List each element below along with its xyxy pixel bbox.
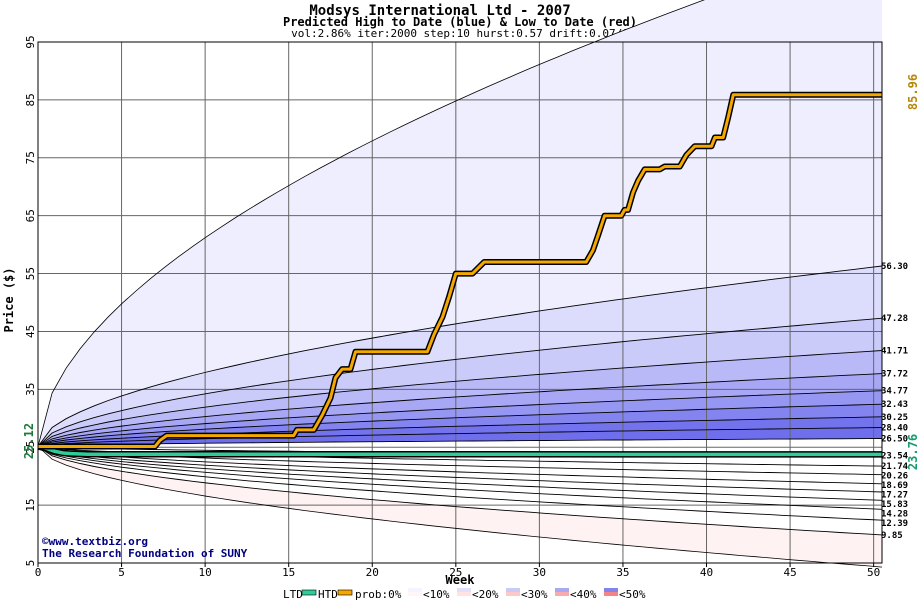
y-tick-15: 15 — [24, 498, 37, 511]
envelope-high-line — [37, 0, 705, 447]
envelope-low-line — [37, 446, 883, 568]
legend-swatch-red-2 — [506, 592, 520, 596]
percentile-line-17 — [37, 446, 883, 536]
legend: LTD HTD prob:0% <10% <20% <30% <40% <50% — [283, 588, 646, 600]
credit-line-1: ©www.textbiz.org — [42, 535, 148, 548]
start-price-label: 25.12 — [22, 423, 36, 459]
legend-swatch-blue-1 — [457, 588, 471, 592]
percentile-label-10: 21.74 — [881, 462, 909, 472]
percentile-line-3 — [37, 373, 883, 447]
percentile-label-3: 37.72 — [881, 370, 908, 380]
legend-item-1: <20% — [472, 588, 499, 600]
percentile-label-9: 23.54 — [881, 452, 909, 462]
ltd-final-label: 23.76 — [906, 434, 920, 470]
x-tick-15: 15 — [282, 566, 295, 579]
x-tick-30: 30 — [533, 566, 546, 579]
percentile-label-1: 47.28 — [881, 314, 908, 324]
legend-item-2: <30% — [521, 588, 548, 600]
percentile-line-0 — [37, 265, 883, 447]
x-tick-5: 5 — [118, 566, 125, 579]
htd-final-label: 85.96 — [906, 74, 920, 110]
legend-swatch-red-4 — [604, 592, 618, 596]
legend-prob-label: prob:0% — [355, 588, 402, 600]
percentile-labels: 56.30 47.28 41.71 37.72 34.77 32.43 30.2528.40… — [881, 262, 909, 541]
y-tick-75: 75 — [24, 151, 37, 164]
y-tick-55: 55 — [24, 267, 37, 280]
percentile-label-17: 9.85 — [881, 531, 903, 541]
percentile-lines — [37, 0, 883, 568]
legend-swatch-blue-0 — [408, 588, 422, 592]
plot-frame — [37, 41, 883, 564]
legend-ltd-swatch — [301, 589, 317, 596]
y-axis-label: Price ($) — [2, 267, 16, 332]
x-tick-45: 45 — [783, 566, 796, 579]
percentile-label-7: 28.40 — [881, 424, 908, 434]
percentile-label-12: 18.69 — [881, 481, 908, 491]
x-tick-50: 50 — [867, 566, 880, 579]
chart-subtitle: Predicted High to Date (blue) & Low to D… — [283, 15, 637, 29]
percentile-label-14: 15.83 — [881, 500, 908, 510]
x-tick-40: 40 — [700, 566, 713, 579]
percentile-label-15: 14.28 — [881, 510, 908, 520]
legend-item-0: <10% — [423, 588, 450, 600]
percentile-line-16 — [37, 446, 883, 521]
y-tick-65: 65 — [24, 209, 37, 222]
htd-line — [38, 93, 882, 448]
y-tick-25: 25 — [24, 441, 37, 454]
chart-params: vol:2.86% iter:2000 step:10 hurst:0.57 d… — [291, 27, 629, 40]
legend-swatch-red-0 — [408, 592, 422, 596]
percentile-line-1 — [37, 317, 883, 447]
y-tick-95: 95 — [24, 35, 37, 48]
credit-line-2: The Research Foundation of SUNY — [42, 547, 248, 560]
percentile-line-4 — [37, 390, 883, 447]
series-lines — [37, 91, 883, 458]
legend-swatch-red-1 — [457, 592, 471, 596]
legend-ltd-label: LTD — [283, 588, 303, 600]
percentile-line-14 — [37, 446, 883, 501]
legend-item-3: <40% — [570, 588, 597, 600]
percentile-label-8: 26.50 — [881, 435, 908, 445]
percentile-label-4: 34.77 — [881, 387, 908, 397]
chart-title: Modsys International Ltd - 2007 — [309, 3, 570, 19]
legend-swatch-blue-3 — [555, 588, 569, 592]
x-tick-0: 0 — [35, 566, 42, 579]
percentile-line-5 — [37, 403, 883, 447]
percentile-label-13: 17.27 — [881, 491, 908, 501]
y-tick-45: 45 — [24, 325, 37, 338]
percentile-label-6: 30.25 — [881, 413, 908, 423]
x-tick-10: 10 — [199, 566, 212, 579]
legend-swatch-red-3 — [555, 592, 569, 596]
high-band-9 — [38, 438, 882, 447]
x-tick-25: 25 — [449, 566, 462, 579]
legend-htd-label: HTD — [318, 588, 338, 600]
legend-prob-items: <10% <20% <30% <40% <50% — [408, 588, 646, 600]
x-tick-20: 20 — [366, 566, 379, 579]
y-tick-85: 85 — [24, 93, 37, 106]
percentile-line-8 — [37, 438, 883, 447]
percentile-label-5: 32.43 — [881, 400, 908, 410]
probability-bands — [38, 0, 882, 568]
percentile-line-12 — [37, 446, 883, 485]
y-tick-5: 5 — [24, 560, 37, 567]
legend-item-4: <50% — [619, 588, 646, 600]
legend-htd-swatch — [337, 589, 353, 596]
x-axis-label: Week — [446, 573, 476, 587]
percentile-line-2 — [37, 350, 883, 447]
x-tick-35: 35 — [616, 566, 629, 579]
legend-swatch-blue-4 — [604, 588, 618, 592]
percentile-label-2: 41.71 — [881, 347, 908, 357]
percentile-line-13 — [37, 446, 883, 493]
low-band-9 — [38, 446, 882, 535]
percentile-line-15 — [37, 446, 883, 510]
legend-swatch-blue-2 — [506, 588, 520, 592]
percentile-label-16: 12.39 — [881, 519, 908, 529]
percentile-line-7 — [37, 427, 883, 447]
percentile-label-0: 56.30 — [881, 262, 908, 272]
y-tick-35: 35 — [24, 383, 37, 396]
percentile-label-11: 20.26 — [881, 472, 908, 482]
